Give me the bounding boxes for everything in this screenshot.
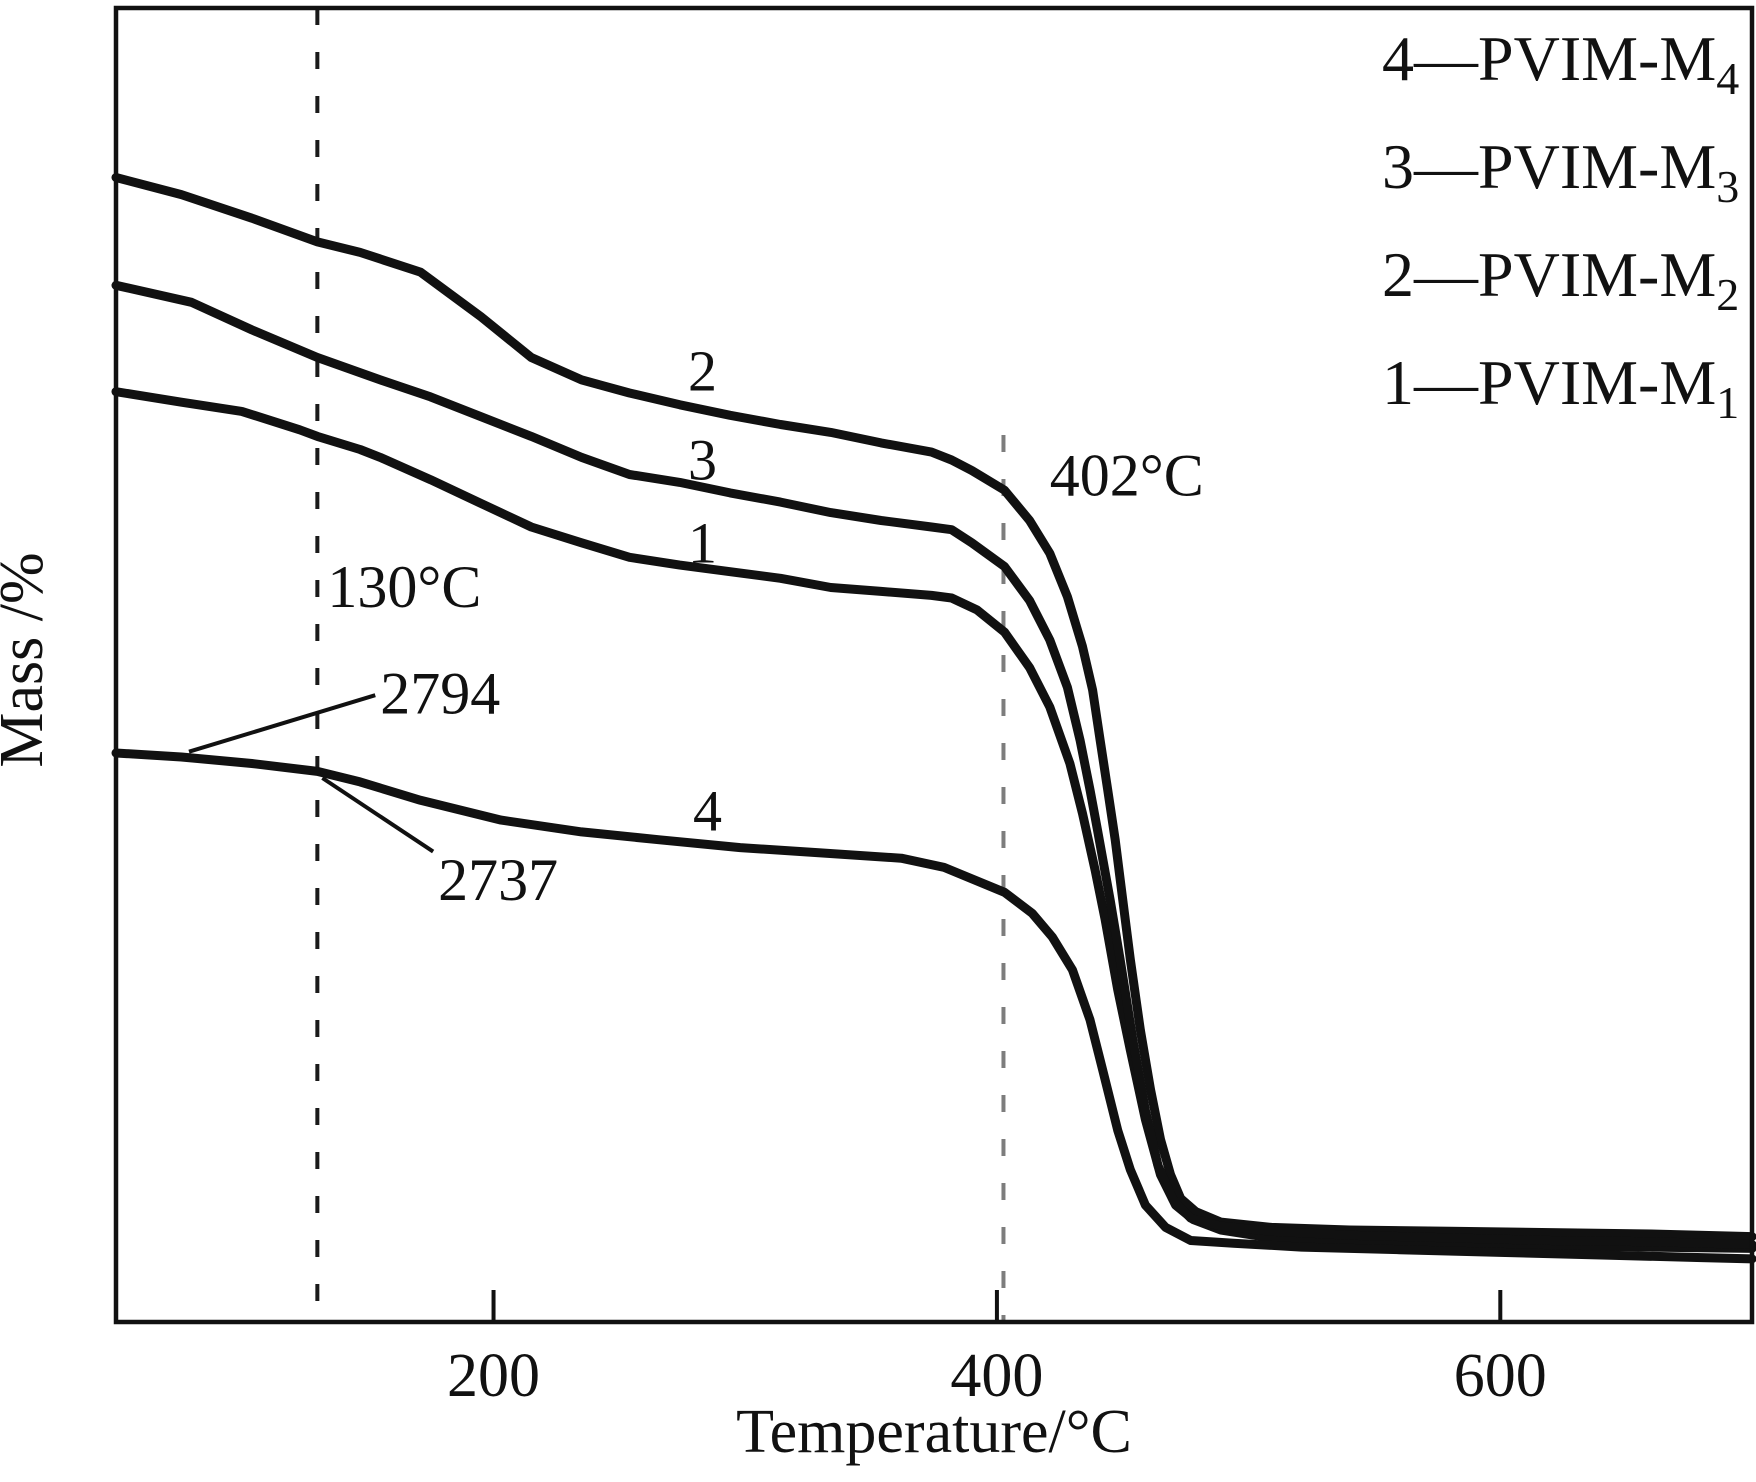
legend-entry-1: 1—PVIM-M1 bbox=[1382, 347, 1739, 428]
annotations: 130°C 402°C 2794 2737 bbox=[327, 442, 1203, 913]
annotation-402c: 402°C bbox=[1050, 442, 1204, 508]
x-tick-label-600: 600 bbox=[1454, 1342, 1547, 1410]
curve-label-1: 1 bbox=[688, 511, 717, 576]
x-tick-label-200: 200 bbox=[447, 1342, 540, 1410]
curve-number-labels: 1 2 3 4 bbox=[688, 338, 722, 843]
leader-lines bbox=[188, 693, 435, 854]
curve-pvim-m3 bbox=[111, 280, 1756, 1249]
annotation-2794: 2794 bbox=[380, 661, 500, 727]
x-axis-ticks: 200 400 600 bbox=[447, 1290, 1547, 1410]
legend-entry-2: 2—PVIM-M2 bbox=[1382, 239, 1739, 320]
leader-line-2737 bbox=[321, 776, 435, 854]
legend: 4—PVIM-M4 3—PVIM-M3 2—PVIM-M2 1—PVIM-M1 bbox=[1382, 23, 1739, 428]
curves bbox=[111, 173, 1756, 1264]
curve-label-2: 2 bbox=[688, 338, 717, 403]
curve-label-3: 3 bbox=[688, 428, 717, 493]
annotation-2737: 2737 bbox=[438, 847, 558, 913]
reference-lines bbox=[315, 8, 1006, 1322]
curve-label-4: 4 bbox=[693, 779, 722, 844]
annotation-130c: 130°C bbox=[327, 554, 481, 620]
curve-pvim-m1 bbox=[111, 387, 1756, 1253]
legend-entry-4: 4—PVIM-M4 bbox=[1382, 23, 1739, 104]
plot-frame bbox=[113, 5, 1755, 1325]
legend-entry-3: 3—PVIM-M3 bbox=[1382, 131, 1739, 212]
curve-pvim-m4 bbox=[111, 748, 1756, 1264]
x-axis-title: Temperature/°C bbox=[736, 1398, 1132, 1466]
leader-line-2794 bbox=[188, 693, 376, 754]
x-tick-label-400: 400 bbox=[950, 1342, 1043, 1410]
y-axis-title: Mass /% bbox=[0, 552, 56, 767]
curve-pvim-m2 bbox=[111, 173, 1756, 1242]
